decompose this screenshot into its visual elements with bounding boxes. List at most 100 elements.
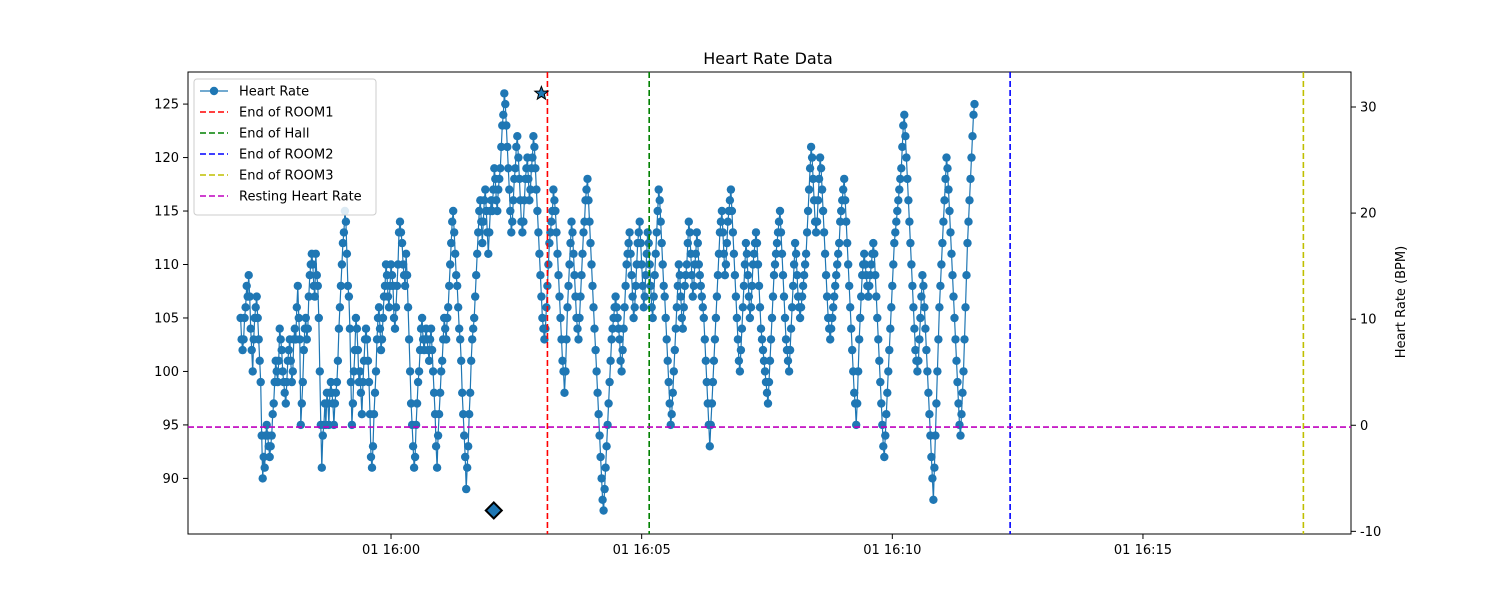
heart-rate-point	[499, 110, 508, 120]
heart-rate-point	[727, 206, 737, 216]
heart-rate-point	[334, 324, 344, 333]
heart-rate-point	[726, 185, 736, 194]
heart-rate-point	[484, 249, 493, 258]
heart-rate-point	[909, 303, 918, 312]
heart-rate-point	[408, 442, 418, 451]
heart-rate-point	[286, 356, 295, 365]
heart-rate-point	[854, 367, 863, 376]
heart-rate-point	[620, 303, 629, 312]
heart-rate-point	[876, 377, 885, 387]
heart-rate-point	[911, 345, 920, 355]
heart-rate-point	[303, 324, 312, 333]
heart-rate-point	[729, 249, 739, 258]
heart-rate-point	[344, 292, 354, 301]
heart-rate-point	[934, 335, 943, 344]
heart-rate-point	[867, 260, 876, 269]
heart-rate-point	[504, 164, 513, 173]
heart-rate-point	[369, 410, 379, 419]
heart-rate-point	[890, 238, 899, 248]
heart-rate-point	[685, 228, 694, 237]
heart-rate-point	[616, 356, 625, 365]
heart-rate-point	[305, 271, 314, 280]
heart-rate-point	[791, 249, 801, 258]
heart-rate-point	[797, 292, 807, 301]
heart-rate-point	[842, 217, 851, 226]
heart-rate-point	[448, 217, 457, 226]
heart-rate-point	[760, 367, 770, 376]
heart-rate-point	[390, 324, 400, 333]
heart-rate-point	[462, 484, 471, 494]
heart-rate-point	[362, 335, 372, 344]
y-tick-label: 90	[162, 472, 179, 487]
heart-rate-point	[398, 260, 408, 269]
heart-rate-point	[386, 260, 396, 269]
heart-rate-point	[921, 324, 930, 333]
heart-rate-point	[694, 260, 703, 269]
heart-rate-point	[417, 313, 427, 323]
heart-rate-point	[560, 388, 569, 397]
heart-rate-point	[938, 238, 947, 248]
heart-rate-point	[258, 474, 267, 483]
heart-rate-point	[651, 249, 660, 258]
heart-rate-point	[910, 324, 919, 333]
heart-rate-point	[584, 196, 593, 205]
heart-rate-point	[891, 228, 900, 237]
heart-rate-point	[958, 388, 967, 397]
heart-rate-point	[374, 303, 384, 312]
heart-rate-point	[414, 367, 424, 376]
heart-rate-point	[628, 292, 637, 301]
heart-rate-point	[470, 313, 479, 323]
heart-rate-point	[627, 271, 636, 280]
heart-rate-point	[457, 356, 466, 365]
heart-rate-point	[449, 206, 458, 216]
heart-rate-point	[611, 292, 620, 301]
heart-rate-point	[795, 313, 805, 323]
heart-rate-point	[710, 335, 720, 344]
heart-rate-point	[937, 260, 946, 269]
x-tick-label: 01 16:10	[863, 543, 921, 558]
heart-rate-point	[819, 228, 829, 237]
heart-rate-point	[705, 442, 714, 451]
heart-rate-point	[535, 249, 544, 258]
heart-rate-point	[625, 228, 634, 237]
heart-rate-point	[565, 260, 574, 269]
heart-rate-point	[361, 324, 371, 333]
heart-rate-point	[653, 206, 662, 216]
heart-rate-point	[588, 281, 597, 291]
y2-tick-label: 10	[1360, 313, 1377, 328]
heart-rate-point	[576, 292, 585, 301]
heart-rate-point	[880, 452, 889, 462]
heart-rate-point	[872, 292, 881, 301]
heart-rate-point	[367, 463, 377, 472]
heart-rate-point	[355, 367, 365, 376]
heart-rate-point	[495, 174, 504, 184]
heart-rate-point	[582, 185, 591, 194]
heart-rate-point	[918, 271, 927, 280]
heart-rate-point	[366, 452, 376, 462]
heart-rate-point	[412, 399, 422, 408]
heart-rate-point	[592, 367, 601, 376]
heart-rate-point	[914, 356, 923, 365]
heart-rate-point	[698, 303, 707, 312]
heart-rate-point	[929, 495, 938, 504]
heart-rate-point	[567, 217, 576, 226]
heart-rate-point	[302, 335, 311, 344]
heart-rate-point	[709, 356, 719, 365]
heart-rate-point	[734, 356, 744, 365]
heart-rate-point	[936, 281, 945, 291]
heart-rate-point	[358, 377, 368, 387]
heart-rate-point	[925, 410, 934, 419]
heart-rate-point	[573, 324, 582, 333]
heart-rate-point	[413, 377, 423, 387]
heart-rate-point	[591, 345, 600, 355]
heart-rate-point	[275, 324, 284, 333]
heart-rate-point	[745, 313, 755, 323]
heart-rate-point	[427, 345, 437, 355]
heart-rate-point	[832, 271, 841, 280]
heart-rate-point	[801, 249, 811, 258]
heart-rate-point	[785, 345, 795, 355]
heart-rate-point	[304, 292, 313, 301]
heart-rate-point	[541, 324, 550, 333]
heart-rate-point	[835, 238, 844, 248]
heart-rate-point	[466, 388, 475, 397]
